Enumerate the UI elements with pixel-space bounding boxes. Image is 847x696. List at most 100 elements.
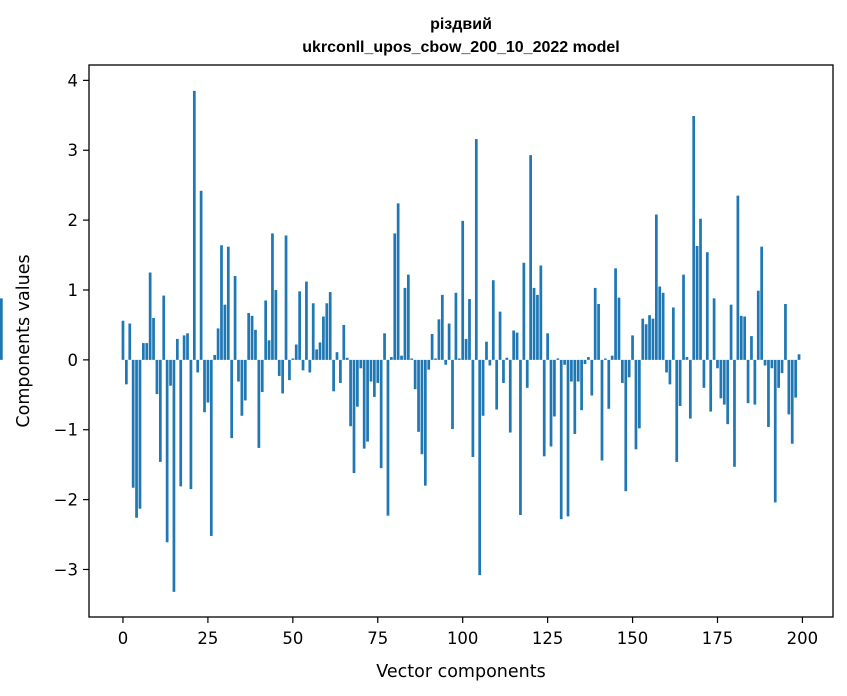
y-tick-label: −3 (54, 560, 78, 579)
bar-193 (777, 359, 780, 388)
y-tick-label: 4 (68, 71, 79, 90)
bar-77 (383, 333, 386, 360)
bar-199 (797, 354, 801, 360)
bar-50 (291, 358, 295, 360)
bar-66 (345, 357, 349, 360)
bar-75 (376, 359, 380, 383)
bar-111 (498, 311, 502, 360)
bar-163 (675, 359, 679, 462)
bar-undefined (0, 298, 3, 360)
bar-125 (546, 333, 549, 360)
bar-27 (213, 354, 217, 360)
bar-29 (220, 245, 223, 360)
bar-132 (570, 359, 573, 382)
bar-177 (722, 359, 726, 405)
bar-83 (403, 287, 407, 360)
bar-93 (437, 319, 441, 360)
plot-frame (88, 64, 834, 618)
bar-17 (179, 359, 183, 487)
bar-118 (522, 262, 526, 360)
bar-30 (223, 304, 227, 360)
bar-137 (587, 357, 590, 360)
x-tick-label: 125 (532, 629, 564, 648)
bar-24 (203, 359, 206, 413)
bar-44 (271, 233, 274, 360)
bar-155 (648, 315, 651, 360)
bar-74 (373, 359, 376, 397)
x-tick-label: 50 (282, 629, 303, 648)
bar-143 (607, 359, 611, 409)
bar-162 (671, 307, 675, 360)
bar-131 (566, 359, 570, 517)
bar-80 (393, 233, 397, 360)
bar-100 (461, 220, 465, 360)
bar-113 (505, 357, 509, 360)
bar-110 (495, 359, 499, 410)
bar-57 (315, 349, 318, 360)
bar-63 (335, 352, 339, 360)
bar-52 (298, 291, 301, 360)
bar-196 (787, 359, 791, 415)
bar-192 (773, 359, 777, 503)
bar-94 (440, 294, 444, 360)
bar-9 (152, 317, 155, 360)
bar-186 (753, 359, 757, 405)
y-axis-label: Components values (14, 254, 34, 427)
bar-144 (610, 355, 614, 360)
bar-23 (199, 190, 203, 360)
bar-146 (617, 297, 621, 360)
bar-126 (549, 359, 553, 447)
y-tick-label: 2 (68, 211, 79, 230)
bar-59 (322, 316, 325, 360)
bar-82 (400, 355, 403, 360)
bar-0 (121, 320, 125, 360)
bar-98 (454, 292, 458, 360)
bar-141 (600, 359, 604, 461)
bar-45 (274, 289, 278, 360)
bar-183 (743, 316, 747, 360)
bar-140 (597, 303, 600, 360)
bar-92 (434, 358, 437, 360)
bar-166 (685, 357, 689, 360)
bar-168 (692, 116, 696, 360)
bar-198 (794, 359, 797, 398)
bar-156 (651, 318, 655, 360)
bar-122 (536, 294, 539, 360)
bar-13 (165, 359, 169, 543)
bar-1 (125, 359, 128, 385)
bar-62 (332, 359, 335, 392)
bar-157 (654, 214, 658, 360)
bar-153 (641, 318, 645, 360)
y-tick-label: −1 (54, 421, 78, 440)
bar-135 (580, 359, 583, 411)
bar-47 (281, 359, 284, 394)
bar-148 (624, 359, 628, 492)
bar-3 (131, 359, 135, 488)
bar-48 (284, 235, 288, 360)
bar-149 (627, 359, 631, 378)
bar-6 (142, 343, 145, 360)
bar-164 (678, 359, 682, 406)
bar-56 (311, 303, 315, 360)
bar-18 (182, 335, 186, 360)
chart-subtitle: ukrconll_upos_cbow_200_10_2022 model (302, 39, 619, 56)
bar-15 (172, 359, 176, 592)
bar-14 (169, 359, 172, 386)
bar-185 (750, 336, 753, 360)
bar-51 (294, 344, 298, 360)
x-axis-label: Vector components (376, 662, 545, 682)
x-tick-label: 100 (447, 629, 479, 648)
bar-36 (243, 359, 247, 401)
bar-46 (277, 359, 281, 376)
bar-151 (634, 359, 638, 450)
bar-71 (362, 359, 366, 449)
bar-169 (695, 245, 699, 360)
bar-139 (593, 287, 597, 360)
bar-99 (457, 358, 461, 360)
bar-60 (325, 303, 329, 360)
bar-19 (186, 333, 189, 360)
bar-37 (247, 313, 251, 360)
bar-21 (192, 90, 196, 360)
bar-197 (790, 359, 794, 444)
bar-115 (512, 330, 516, 360)
